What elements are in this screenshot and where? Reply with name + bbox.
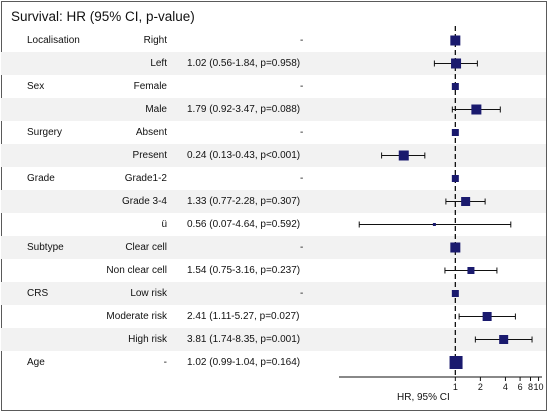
row-estimate: 1.54 (0.75-3.16, p=0.237) xyxy=(187,265,301,276)
table-row: Male 1.79 (0.92-3.47, p=0.088) xyxy=(0,98,340,121)
chart-title: Survival: HR (95% CI, p-value) xyxy=(11,9,195,24)
hr-marker xyxy=(449,356,463,369)
hr-marker xyxy=(482,312,492,321)
hr-marker xyxy=(451,175,459,182)
row-level: High risk xyxy=(128,334,167,345)
table-row: ü 0.56 (0.07-4.64, p=0.592) xyxy=(0,213,340,236)
row-estimate: 2.41 (1.11-5.27, p=0.027) xyxy=(187,311,300,322)
hr-marker xyxy=(467,267,475,274)
table-row: CRS Low risk - xyxy=(0,282,340,305)
hr-marker xyxy=(451,58,462,69)
table-row: Surgery Absent - xyxy=(0,121,340,144)
table-row: Age - 1.02 (0.99-1.04, p=0.164) xyxy=(0,351,340,374)
hr-marker xyxy=(451,83,459,90)
x-tick-label: 2 xyxy=(478,382,483,392)
row-variable: Sex xyxy=(27,81,45,92)
row-level: Left xyxy=(150,58,167,69)
table-row: Present 0.24 (0.13-0.43, p<0.001) xyxy=(0,144,340,167)
x-tick-label: 4 xyxy=(503,382,508,392)
table-row: Moderate risk 2.41 (1.11-5.27, p=0.027) xyxy=(0,305,340,328)
hr-marker xyxy=(450,35,461,46)
x-tick-label: 8 xyxy=(528,382,533,392)
x-tick-label: 1 xyxy=(453,382,458,392)
row-level: Present xyxy=(132,150,167,161)
row-level: Female xyxy=(133,81,167,92)
row-variable: Localisation xyxy=(27,35,80,46)
row-estimate: - xyxy=(300,127,304,138)
row-estimate: - xyxy=(300,242,304,253)
row-band xyxy=(1,144,546,167)
table-row: Subtype Clear cell - xyxy=(0,236,340,259)
hr-marker xyxy=(398,150,409,161)
row-estimate: 0.24 (0.13-0.43, p<0.001) xyxy=(187,150,301,161)
row-estimate: - xyxy=(300,35,304,46)
row-level: - xyxy=(163,357,167,368)
table-row: Localisation Right - xyxy=(0,29,340,52)
hr-marker xyxy=(461,197,471,206)
row-band xyxy=(1,236,546,259)
hr-marker xyxy=(450,242,461,253)
row-level: Grade1-2 xyxy=(124,173,167,184)
row-estimate: 1.02 (0.99-1.04, p=0.164) xyxy=(187,357,301,368)
table-row: High risk 3.81 (1.74-8.35, p=0.001) xyxy=(0,328,340,351)
row-level: Moderate risk xyxy=(106,311,167,322)
hr-marker xyxy=(432,223,436,226)
row-level: Grade 3-4 xyxy=(121,196,167,207)
row-band xyxy=(1,328,546,351)
table-row: Grade Grade1-2 - xyxy=(0,167,340,190)
row-variable: Age xyxy=(27,357,45,368)
row-level: ü xyxy=(161,219,167,230)
hr-marker xyxy=(499,335,509,344)
row-level: Non clear cell xyxy=(106,265,167,276)
row-estimate: - xyxy=(300,81,304,92)
row-level: Clear cell xyxy=(125,242,167,253)
hr-marker xyxy=(471,104,482,115)
hr-marker xyxy=(451,290,459,297)
row-estimate: - xyxy=(300,288,304,299)
row-variable: CRS xyxy=(27,288,49,299)
table-row: Grade 3-4 1.33 (0.77-2.28, p=0.307) xyxy=(0,190,340,213)
row-estimate: 1.79 (0.92-3.47, p=0.088) xyxy=(187,104,301,115)
row-level: Right xyxy=(143,35,167,46)
row-band xyxy=(1,98,546,121)
row-variable: Surgery xyxy=(27,127,63,138)
row-estimate: 1.02 (0.56-1.84, p=0.958) xyxy=(187,58,301,69)
table-row: Non clear cell 1.54 (0.75-3.16, p=0.237) xyxy=(0,259,340,282)
x-axis-label: HR, 95% CI xyxy=(397,392,450,403)
row-estimate: 1.33 (0.77-2.28, p=0.307) xyxy=(187,196,301,207)
row-band xyxy=(1,190,546,213)
row-level: Low risk xyxy=(130,288,167,299)
row-level: Male xyxy=(145,104,167,115)
x-tick-label: 6 xyxy=(518,382,523,392)
table-row: Left 1.02 (0.56-1.84, p=0.958) xyxy=(0,52,340,75)
row-variable: Grade xyxy=(27,173,55,184)
row-estimate: - xyxy=(300,173,304,184)
row-band xyxy=(1,282,546,305)
row-estimate: 0.56 (0.07-4.64, p=0.592) xyxy=(187,219,301,230)
row-level: Absent xyxy=(135,127,167,138)
table-row: Sex Female - xyxy=(0,75,340,98)
hr-marker xyxy=(451,129,459,136)
row-variable: Subtype xyxy=(27,242,64,253)
x-tick-label: 10 xyxy=(534,382,544,392)
row-estimate: 3.81 (1.74-8.35, p=0.001) xyxy=(187,334,301,345)
row-band xyxy=(1,52,546,75)
